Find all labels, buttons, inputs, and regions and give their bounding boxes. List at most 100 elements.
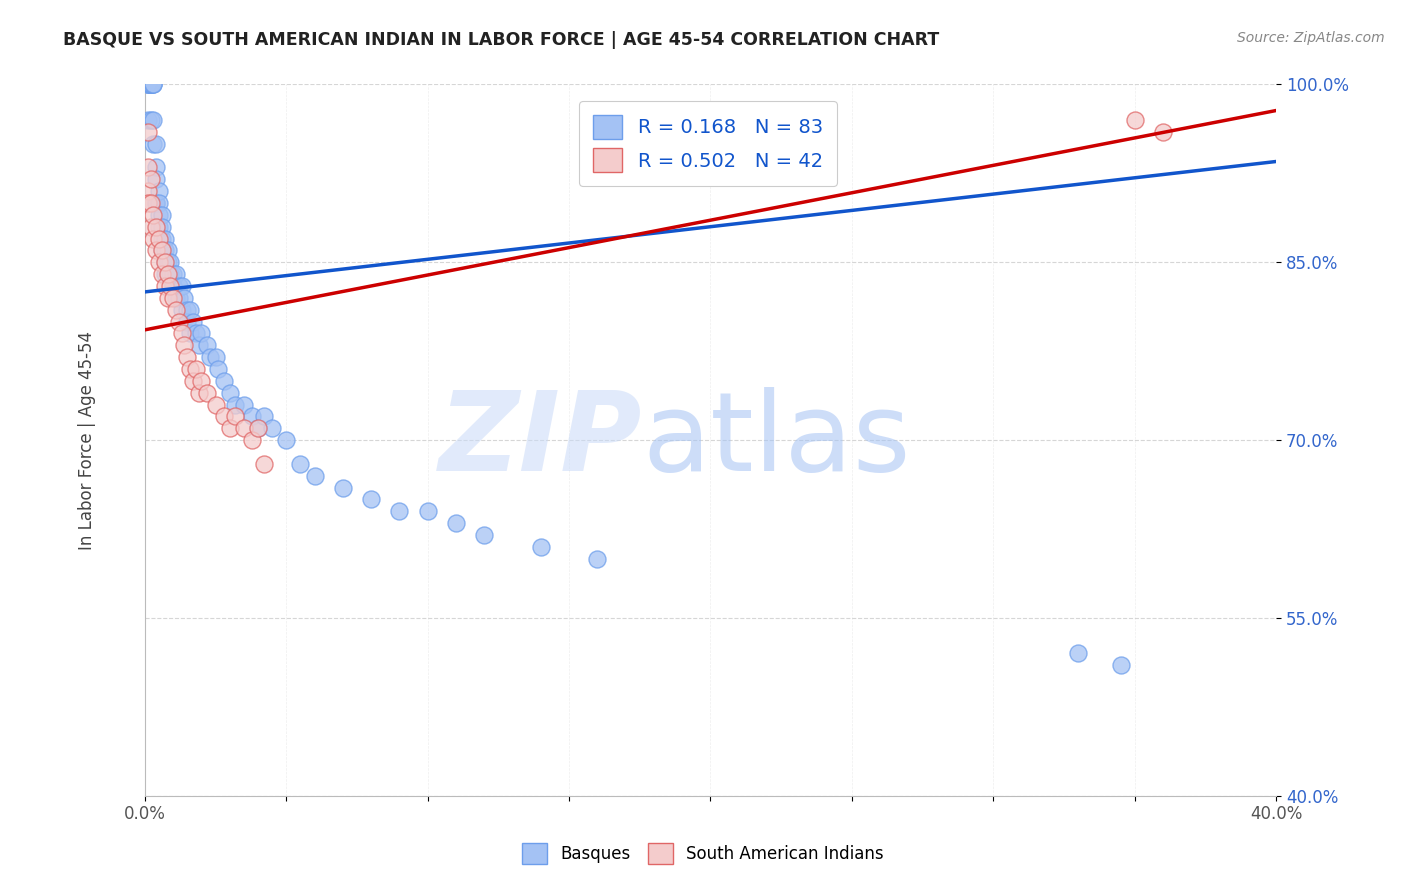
Point — [148, 196, 170, 211]
Y-axis label: In Labor Force | Age 45-54: In Labor Force | Age 45-54 — [79, 331, 96, 549]
Point — [240, 409, 263, 424]
Point — [136, 78, 159, 92]
Point — [360, 492, 382, 507]
Point — [139, 196, 162, 211]
Point — [167, 291, 190, 305]
Point — [145, 219, 167, 234]
Point — [181, 314, 204, 328]
Point — [253, 457, 276, 471]
Point — [159, 279, 181, 293]
Point — [159, 267, 181, 281]
Point — [145, 172, 167, 186]
Point — [153, 231, 176, 245]
Point — [165, 302, 187, 317]
Point — [145, 244, 167, 258]
Point — [165, 291, 187, 305]
Point — [142, 78, 165, 92]
Point — [1109, 658, 1132, 673]
Text: atlas: atlas — [643, 386, 911, 493]
Point — [148, 231, 170, 245]
Point — [153, 244, 176, 258]
Point — [530, 540, 553, 554]
Point — [240, 433, 263, 447]
Point — [142, 78, 165, 92]
Point — [212, 409, 235, 424]
Point — [136, 125, 159, 139]
Text: Source: ZipAtlas.com: Source: ZipAtlas.com — [1237, 31, 1385, 45]
Point — [139, 172, 162, 186]
Point — [139, 78, 162, 92]
Point — [444, 516, 467, 530]
Point — [162, 279, 184, 293]
Point — [142, 208, 165, 222]
Point — [136, 78, 159, 92]
Point — [173, 291, 195, 305]
Point — [142, 78, 165, 92]
Point — [181, 374, 204, 388]
Point — [1123, 113, 1146, 128]
Point — [212, 374, 235, 388]
Point — [190, 326, 212, 341]
Point — [153, 255, 176, 269]
Point — [304, 468, 326, 483]
Point — [176, 350, 198, 364]
Point — [198, 350, 221, 364]
Point — [150, 231, 173, 245]
Point — [170, 302, 193, 317]
Point — [150, 244, 173, 258]
Point — [136, 78, 159, 92]
Point — [232, 398, 254, 412]
Point — [136, 113, 159, 128]
Point — [253, 409, 276, 424]
Point — [247, 421, 270, 435]
Point — [218, 421, 240, 435]
Point — [150, 267, 173, 281]
Point — [148, 208, 170, 222]
Point — [139, 78, 162, 92]
Point — [145, 196, 167, 211]
Point — [150, 208, 173, 222]
Point — [290, 457, 312, 471]
Point — [187, 385, 209, 400]
Point — [195, 385, 218, 400]
Legend: R = 0.168   N = 83, R = 0.502   N = 42: R = 0.168 N = 83, R = 0.502 N = 42 — [579, 102, 837, 186]
Point — [218, 385, 240, 400]
Point — [179, 302, 201, 317]
Point — [224, 409, 246, 424]
Point — [142, 231, 165, 245]
Point — [162, 291, 184, 305]
Point — [162, 279, 184, 293]
Point — [136, 161, 159, 175]
Point — [247, 421, 270, 435]
Point — [142, 136, 165, 151]
Point — [145, 161, 167, 175]
Point — [156, 267, 179, 281]
Point — [1152, 125, 1174, 139]
Point — [472, 528, 495, 542]
Point — [142, 113, 165, 128]
Point — [224, 398, 246, 412]
Point — [156, 291, 179, 305]
Point — [153, 255, 176, 269]
Point — [148, 219, 170, 234]
Point — [162, 267, 184, 281]
Point — [170, 279, 193, 293]
Point — [153, 267, 176, 281]
Point — [148, 255, 170, 269]
Point — [150, 244, 173, 258]
Point — [416, 504, 439, 518]
Point — [176, 314, 198, 328]
Point — [150, 219, 173, 234]
Point — [139, 78, 162, 92]
Point — [179, 326, 201, 341]
Point — [204, 398, 226, 412]
Point — [153, 255, 176, 269]
Point — [136, 196, 159, 211]
Point — [145, 136, 167, 151]
Point — [207, 362, 229, 376]
Point — [167, 314, 190, 328]
Point — [165, 267, 187, 281]
Point — [156, 244, 179, 258]
Point — [276, 433, 298, 447]
Point — [179, 362, 201, 376]
